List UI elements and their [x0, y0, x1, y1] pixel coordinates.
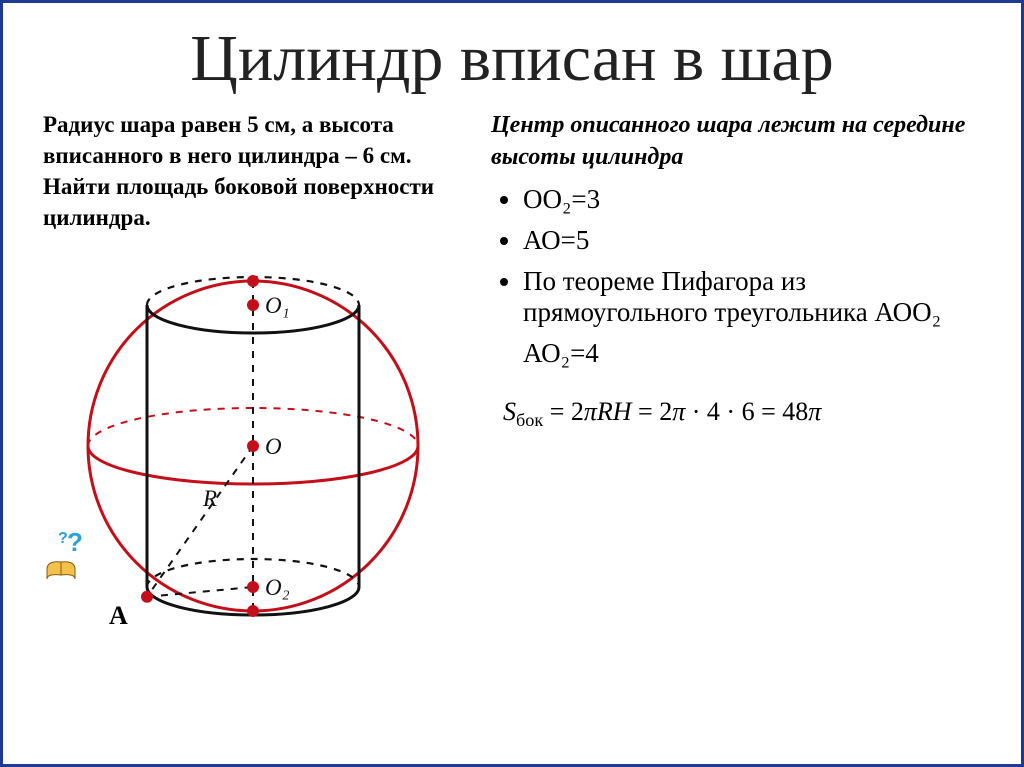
- step-4: АО₂=4: [523, 338, 981, 369]
- svg-text:O₂: O₂: [265, 575, 290, 600]
- content-columns: Радиус шара равен 5 см, а высота вписанн…: [43, 109, 981, 651]
- slide-title: Цилиндр вписан в шар: [43, 21, 981, 97]
- svg-text:?: ?: [58, 530, 68, 547]
- point-a-label: А: [109, 601, 128, 631]
- slide-frame: Цилиндр вписан в шар Радиус шара равен 5…: [0, 0, 1024, 767]
- svg-text:?: ?: [67, 529, 83, 557]
- geometry-diagram: O₁ O O₂ R: [43, 251, 463, 651]
- solution-steps: ОО₂=3 АО=5 По теореме Пифагора из прямоу…: [491, 184, 981, 328]
- formula: Sбок = 2πRH = 2π · 4 · 6 = 48π: [503, 397, 981, 431]
- left-column: Радиус шара равен 5 см, а высота вписанн…: [43, 109, 463, 651]
- svg-text:O: O: [265, 434, 282, 459]
- step-2: АО=5: [523, 225, 981, 256]
- step-1: ОО₂=3: [523, 184, 981, 215]
- problem-text: Радиус шара равен 5 см, а высота вписанн…: [43, 109, 463, 233]
- diagram-container: O₁ O O₂ R А ? ?: [43, 251, 463, 651]
- svg-text:R: R: [202, 486, 217, 511]
- explanation-text: Центр описанного шара лежит на середине …: [491, 109, 981, 174]
- help-book-icon: ? ?: [43, 529, 97, 583]
- step-3: По теореме Пифагора из прямоугольного тр…: [523, 266, 981, 328]
- svg-text:O₁: O₁: [265, 293, 290, 318]
- right-column: Центр описанного шара лежит на середине …: [491, 109, 981, 651]
